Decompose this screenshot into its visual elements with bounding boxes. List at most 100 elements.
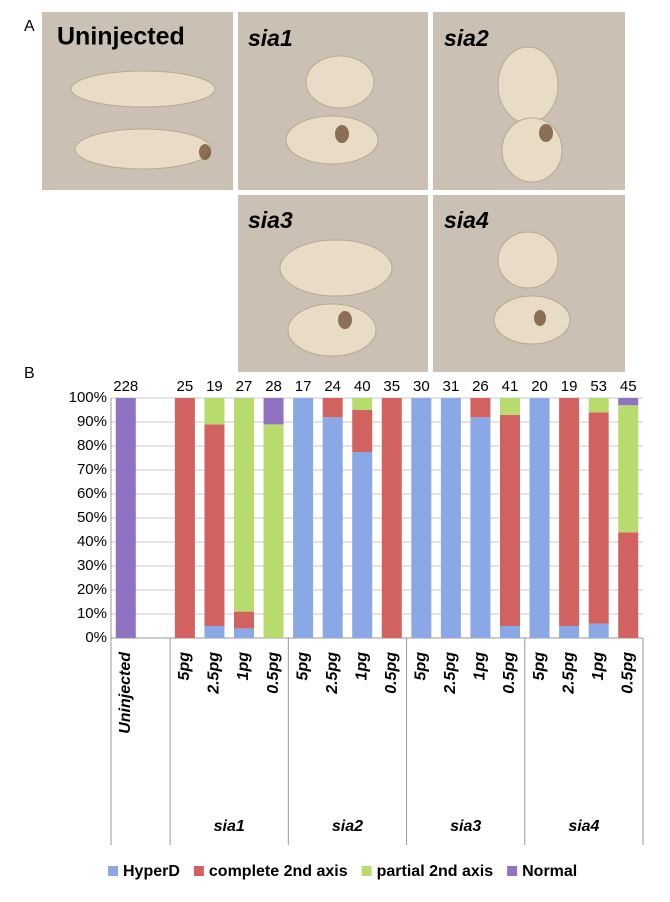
count-label: 17 — [295, 378, 312, 395]
legend-swatch — [361, 866, 372, 876]
count-label: 30 — [413, 378, 430, 395]
count-label: 27 — [236, 378, 253, 395]
embryo — [497, 46, 559, 124]
bar-segment — [470, 398, 491, 418]
group-label: sia1 — [214, 818, 245, 835]
legend-label: complete 2nd axis — [209, 863, 348, 880]
tile-label: sia3 — [248, 207, 293, 233]
x-tick-label: 1pg — [235, 652, 252, 681]
embryo — [287, 303, 377, 357]
bar-segment — [529, 398, 550, 638]
bar-segment — [381, 398, 402, 638]
tile-label: sia2 — [444, 25, 489, 51]
embryo — [285, 115, 379, 165]
embryo — [305, 55, 375, 109]
legend-label: Normal — [522, 863, 577, 880]
bar-segment — [618, 405, 639, 533]
x-tick-label: 0.5pg — [265, 652, 282, 694]
x-tick-label: 0.5pg — [383, 652, 400, 694]
count-label: 40 — [354, 378, 371, 395]
count-label: 20 — [531, 378, 548, 395]
bar-segment — [322, 398, 343, 418]
photo-panels — [42, 12, 625, 372]
bar-segment — [115, 398, 136, 638]
y-tick-label: 90% — [77, 413, 107, 430]
y-tick-label: 100% — [69, 389, 107, 406]
y-tick-label: 0% — [85, 629, 107, 646]
count-label: 26 — [472, 378, 489, 395]
x-tick-label: 5pg — [294, 652, 311, 681]
embryo — [279, 239, 393, 297]
y-tick-label: 20% — [77, 581, 107, 598]
embryo — [493, 295, 571, 345]
bar-segment — [500, 414, 520, 626]
x-tick-label: 0.5pg — [501, 652, 518, 694]
count-label: 25 — [177, 378, 194, 395]
bar-segment — [293, 398, 314, 638]
x-tick-label: 5pg — [531, 652, 548, 681]
embryo — [335, 125, 349, 143]
panel-label: A — [24, 18, 35, 35]
bar-segment — [618, 532, 639, 638]
group-label: sia3 — [450, 818, 481, 835]
count-label: 24 — [324, 378, 341, 395]
group-label: sia4 — [568, 818, 599, 835]
count-label: 41 — [502, 378, 519, 395]
bar-segment — [234, 611, 254, 629]
legend-label: HyperD — [123, 863, 180, 880]
embryo — [539, 124, 553, 142]
bar-segment — [470, 417, 491, 638]
y-tick-label: 40% — [77, 533, 107, 550]
tile-label: sia1 — [248, 25, 293, 51]
legend-swatch — [507, 866, 518, 876]
count-label: 28 — [265, 378, 282, 395]
embryo — [74, 128, 212, 170]
bar-segment — [559, 398, 580, 626]
legend-swatch — [108, 866, 118, 876]
bar-segment — [618, 398, 639, 406]
bar-segment — [411, 398, 432, 638]
x-tick-label: 2.5pg — [324, 652, 341, 695]
count-label: 53 — [590, 378, 607, 395]
x-tick-label: Uninjected — [117, 651, 134, 734]
bar-segment — [174, 398, 195, 638]
legend-swatch — [193, 866, 204, 876]
bar-segment — [263, 398, 284, 425]
x-tick-label: 1pg — [472, 652, 489, 681]
x-tick-label: 2.5pg — [560, 652, 577, 695]
group-label: sia2 — [332, 818, 363, 835]
x-tick-label: 1pg — [590, 652, 607, 681]
y-tick-label: 70% — [77, 461, 107, 478]
bar-segment — [588, 623, 609, 638]
x-tick-label: 0.5pg — [619, 652, 636, 694]
panel-label: B — [24, 365, 35, 382]
legend-label: partial 2nd axis — [377, 863, 494, 880]
bar-segment — [204, 398, 225, 425]
bar-segment — [352, 452, 373, 638]
x-tick-label: 5pg — [176, 652, 193, 681]
count-label: 19 — [561, 378, 578, 395]
y-tick-label: 80% — [77, 437, 107, 454]
y-tick-label: 50% — [77, 509, 107, 526]
embryo — [497, 231, 559, 289]
y-tick-label: 60% — [77, 485, 107, 502]
x-tick-label: 2.5pg — [442, 652, 459, 695]
bar-segment — [234, 628, 254, 638]
x-tick-label: 2.5pg — [206, 652, 223, 695]
y-tick-label: 30% — [77, 557, 107, 574]
embryo — [501, 117, 563, 183]
bar-segment — [500, 398, 520, 415]
bar-segment — [440, 398, 461, 638]
count-label: 19 — [206, 378, 223, 395]
x-tick-label: 1pg — [353, 652, 370, 681]
embryo — [70, 70, 216, 108]
count-label: 31 — [443, 378, 460, 395]
tile-label: sia4 — [444, 207, 489, 233]
bar-segment — [588, 412, 609, 624]
bar-segment — [263, 424, 284, 638]
bar-segment — [559, 626, 580, 638]
bar-segment — [204, 626, 225, 638]
bar-segment — [352, 398, 373, 410]
